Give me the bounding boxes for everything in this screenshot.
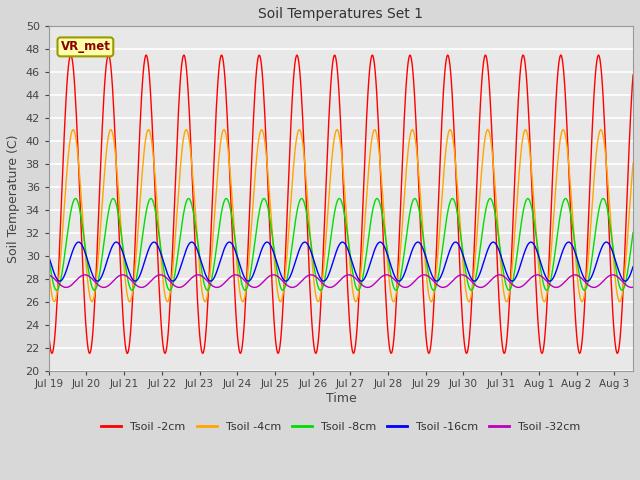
- Tsoil -16cm: [294, 250, 302, 256]
- Tsoil -4cm: [45, 265, 52, 271]
- Tsoil -32cm: [464, 275, 472, 281]
- Tsoil -32cm: [45, 272, 52, 278]
- Tsoil -2cm: [45, 331, 52, 336]
- Tsoil -4cm: [296, 127, 303, 132]
- Line: Tsoil -16cm: Tsoil -16cm: [49, 242, 633, 281]
- Text: VR_met: VR_met: [60, 40, 110, 53]
- Tsoil -4cm: [480, 146, 488, 152]
- Tsoil -4cm: [51, 299, 58, 305]
- Tsoil -32cm: [628, 285, 636, 290]
- Tsoil -16cm: [316, 275, 324, 281]
- Line: Tsoil -4cm: Tsoil -4cm: [49, 130, 633, 302]
- Tsoil -2cm: [47, 349, 55, 355]
- X-axis label: Time: Time: [326, 392, 356, 405]
- Tsoil -16cm: [127, 273, 134, 278]
- Title: Soil Temperatures Set 1: Soil Temperatures Set 1: [259, 7, 424, 21]
- Tsoil -4cm: [466, 299, 474, 304]
- Tsoil -32cm: [294, 282, 302, 288]
- Line: Tsoil -32cm: Tsoil -32cm: [49, 275, 633, 288]
- Tsoil -16cm: [464, 268, 472, 274]
- Y-axis label: Soil Temperature (C): Soil Temperature (C): [7, 134, 20, 263]
- Tsoil -32cm: [478, 284, 486, 290]
- Tsoil -8cm: [128, 288, 136, 293]
- Tsoil -8cm: [480, 220, 488, 226]
- Tsoil -4cm: [47, 288, 55, 293]
- Tsoil -4cm: [128, 292, 136, 298]
- Tsoil -2cm: [67, 52, 75, 58]
- Tsoil -8cm: [318, 287, 326, 292]
- Tsoil -16cm: [47, 261, 55, 267]
- Tsoil -16cm: [45, 253, 52, 259]
- Tsoil -8cm: [45, 253, 52, 259]
- Tsoil -2cm: [480, 59, 488, 64]
- Tsoil -16cm: [602, 239, 610, 245]
- Tsoil -16cm: [621, 278, 629, 284]
- Tsoil -16cm: [478, 264, 486, 270]
- Tsoil -2cm: [629, 72, 637, 78]
- Tsoil -8cm: [466, 286, 474, 291]
- Legend: Tsoil -2cm, Tsoil -4cm, Tsoil -8cm, Tsoil -16cm, Tsoil -32cm: Tsoil -2cm, Tsoil -4cm, Tsoil -8cm, Tsoi…: [97, 418, 585, 436]
- Tsoil -4cm: [69, 127, 77, 132]
- Tsoil -8cm: [72, 195, 79, 201]
- Tsoil -2cm: [466, 333, 474, 339]
- Tsoil -32cm: [609, 272, 616, 278]
- Line: Tsoil -8cm: Tsoil -8cm: [49, 198, 633, 290]
- Tsoil -32cm: [47, 273, 55, 279]
- Tsoil -4cm: [318, 285, 326, 290]
- Tsoil -32cm: [629, 284, 637, 290]
- Tsoil -2cm: [48, 350, 56, 356]
- Tsoil -32cm: [127, 276, 134, 282]
- Tsoil -16cm: [629, 264, 637, 270]
- Tsoil -2cm: [296, 67, 303, 72]
- Tsoil -8cm: [629, 229, 637, 235]
- Tsoil -8cm: [296, 198, 303, 204]
- Tsoil -8cm: [53, 288, 61, 293]
- Tsoil -2cm: [128, 305, 136, 311]
- Line: Tsoil -2cm: Tsoil -2cm: [49, 55, 633, 353]
- Tsoil -32cm: [316, 278, 324, 284]
- Tsoil -4cm: [629, 160, 637, 166]
- Tsoil -8cm: [47, 269, 55, 275]
- Tsoil -2cm: [318, 285, 326, 290]
